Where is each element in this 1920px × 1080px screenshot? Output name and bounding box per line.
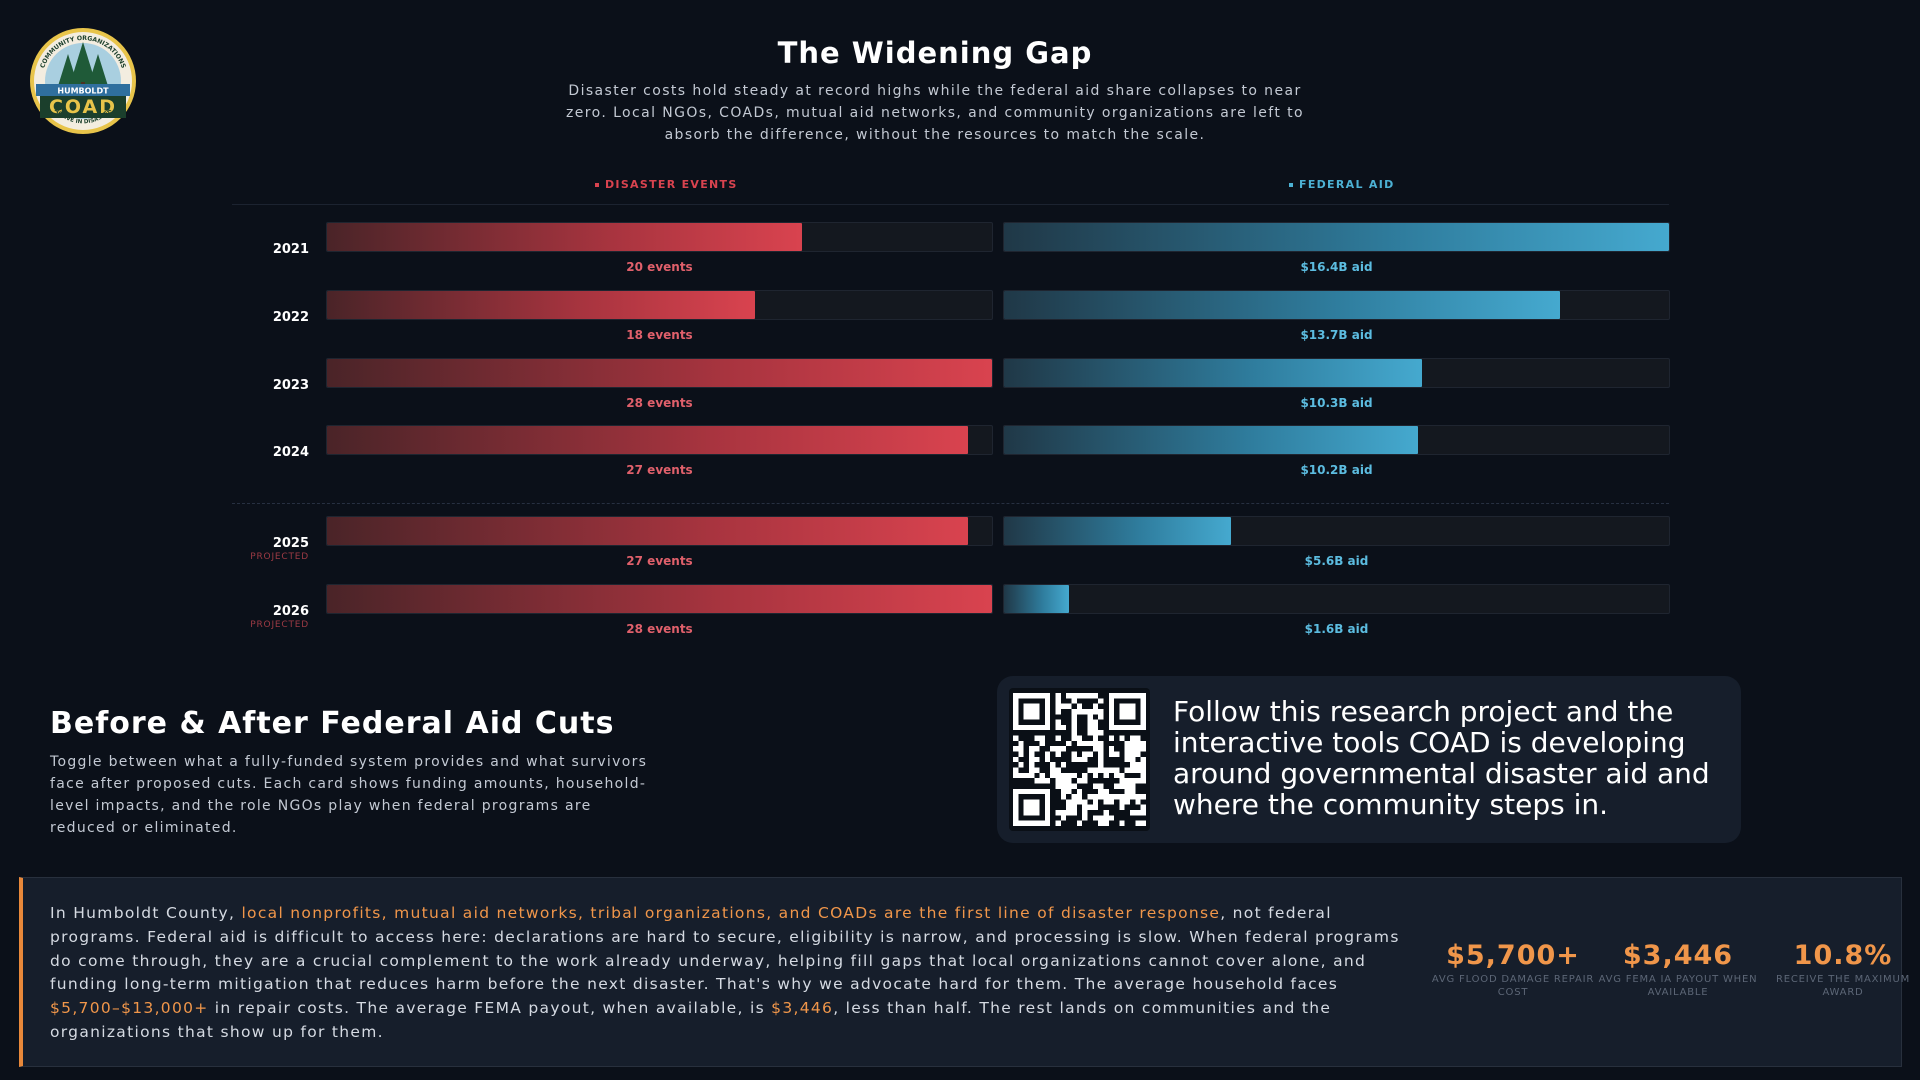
events-bar-track (326, 358, 993, 388)
legend-aid: FEDERAL AID (1289, 178, 1395, 191)
year-label: 2021 (272, 242, 309, 257)
aid-bar-track (1003, 290, 1670, 320)
events-bar-track (326, 516, 993, 546)
aid-bar-track (1003, 584, 1670, 614)
context-text-part: In Humboldt County, (50, 904, 242, 922)
events-bar (327, 426, 968, 454)
legend-events: DISASTER EVENTS (595, 178, 738, 191)
legend-events-label: DISASTER EVENTS (605, 178, 738, 191)
events-bar-track (326, 222, 993, 252)
context-highlight: $5,700–$13,000+ (50, 999, 209, 1018)
events-bar (327, 223, 802, 251)
chart-row-2021: 2021 20 events $16.4B aid (0, 222, 1920, 282)
chart-divider-projected (232, 503, 1669, 504)
stat-fema-payout: $3,446 AVG FEMA IA PAYOUT WHEN AVAILABLE (1593, 940, 1763, 999)
events-bar-track (326, 584, 993, 614)
aid-bar-track (1003, 425, 1670, 455)
stat-max-award: 10.8% RECEIVE THE MAXIMUM AWARD (1758, 940, 1920, 999)
aid-bar (1004, 291, 1560, 319)
stat-flood-damage: $5,700+ AVG FLOOD DAMAGE REPAIR COST (1428, 940, 1598, 999)
chart-row-2026: 2026 PROJECTED 28 events $1.6B aid (0, 584, 1920, 644)
projected-label: PROJECTED (250, 620, 309, 630)
stat-value: 10.8% (1793, 940, 1893, 971)
events-value-label: 28 events (626, 622, 693, 636)
year-label: 2025 (272, 536, 309, 551)
year-label: 2022 (272, 310, 309, 325)
aid-bar-track (1003, 222, 1670, 252)
year-label: 2023 (272, 378, 309, 393)
logo-banner: HUMBOLDT (57, 87, 109, 96)
page-title: The Widening Gap (777, 36, 1093, 70)
events-value-label: 18 events (626, 328, 693, 342)
qr-card-text: Follow this research project and the int… (1173, 695, 1710, 821)
aid-value-label: $16.4B aid (1300, 260, 1373, 274)
events-value-label: 20 events (626, 260, 693, 274)
before-after-description: Toggle between what a fully-funded syste… (50, 754, 648, 836)
events-value-label: 28 events (626, 396, 693, 410)
logo-name: COAD (49, 96, 117, 118)
stat-label: AVG FLOOD DAMAGE REPAIR COST (1431, 974, 1595, 998)
chart-row-2022: 2022 18 events $13.7B aid (0, 290, 1920, 350)
legend-aid-label: FEDERAL AID (1299, 178, 1395, 191)
context-text: In Humboldt County, local nonprofits, mu… (50, 902, 1415, 1045)
aid-bar (1004, 585, 1069, 613)
events-bar (327, 291, 755, 319)
year-label: 2024 (272, 445, 309, 460)
context-highlight: local nonprofits, mutual aid networks, t… (241, 904, 1221, 922)
context-panel: In Humboldt County, local nonprofits, mu… (19, 877, 1909, 1067)
context-text-part: in repair costs. The average FEMA payout… (208, 999, 772, 1018)
legend-aid-swatch (1289, 183, 1293, 187)
aid-value-label: $13.7B aid (1300, 328, 1373, 342)
aid-value-label: $5.6B aid (1304, 554, 1369, 568)
events-bar (327, 517, 968, 545)
aid-bar (1004, 517, 1231, 545)
events-bar-track (326, 290, 993, 320)
chart-row-2023: 2023 28 events $10.3B aid (0, 358, 1920, 418)
stat-label: RECEIVE THE MAXIMUM AWARD (1775, 974, 1911, 998)
legend-events-swatch (595, 183, 599, 187)
aid-bar (1004, 426, 1418, 454)
qr-code-icon (1013, 693, 1146, 826)
page-subtitle: Disaster costs hold steady at record hig… (566, 83, 1304, 143)
context-highlight: $3,446 (771, 999, 834, 1018)
aid-bar (1004, 359, 1422, 387)
aid-value-label: $10.3B aid (1300, 396, 1373, 410)
stat-label: AVG FEMA IA PAYOUT WHEN AVAILABLE (1598, 974, 1758, 998)
events-value-label: 27 events (626, 463, 693, 477)
aid-bar-track (1003, 516, 1670, 546)
coad-logo: HUMBOLDT COAD COMMUNITY ORGANIZATIONS AC… (30, 28, 136, 134)
events-bar-track (326, 425, 993, 455)
aid-bar (1004, 223, 1669, 251)
qr-card[interactable]: Follow this research project and the int… (997, 676, 1741, 843)
tree-icon (58, 42, 108, 88)
chart-row-2024: 2024 27 events $10.2B aid (0, 425, 1920, 485)
chart-divider-top (232, 204, 1669, 205)
before-after-title: Before & After Federal Aid Cuts (50, 706, 615, 741)
aid-value-label: $1.6B aid (1304, 622, 1369, 636)
chart-row-2025: 2025 PROJECTED 27 events $5.6B aid (0, 516, 1920, 576)
qr-code[interactable] (1009, 688, 1150, 831)
events-bar (327, 585, 992, 613)
projected-label: PROJECTED (250, 552, 309, 562)
aid-bar-track (1003, 358, 1670, 388)
events-value-label: 27 events (626, 554, 693, 568)
stat-value: $5,700+ (1446, 940, 1580, 971)
stat-value: $3,446 (1622, 940, 1734, 971)
events-bar (327, 359, 992, 387)
context-text-part: , less than half. The rest lands on comm… (50, 999, 1332, 1041)
context-text-part: , not federal programs. Federal aid is d… (50, 904, 1400, 994)
year-label: 2026 (272, 604, 309, 619)
aid-value-label: $10.2B aid (1300, 463, 1373, 477)
